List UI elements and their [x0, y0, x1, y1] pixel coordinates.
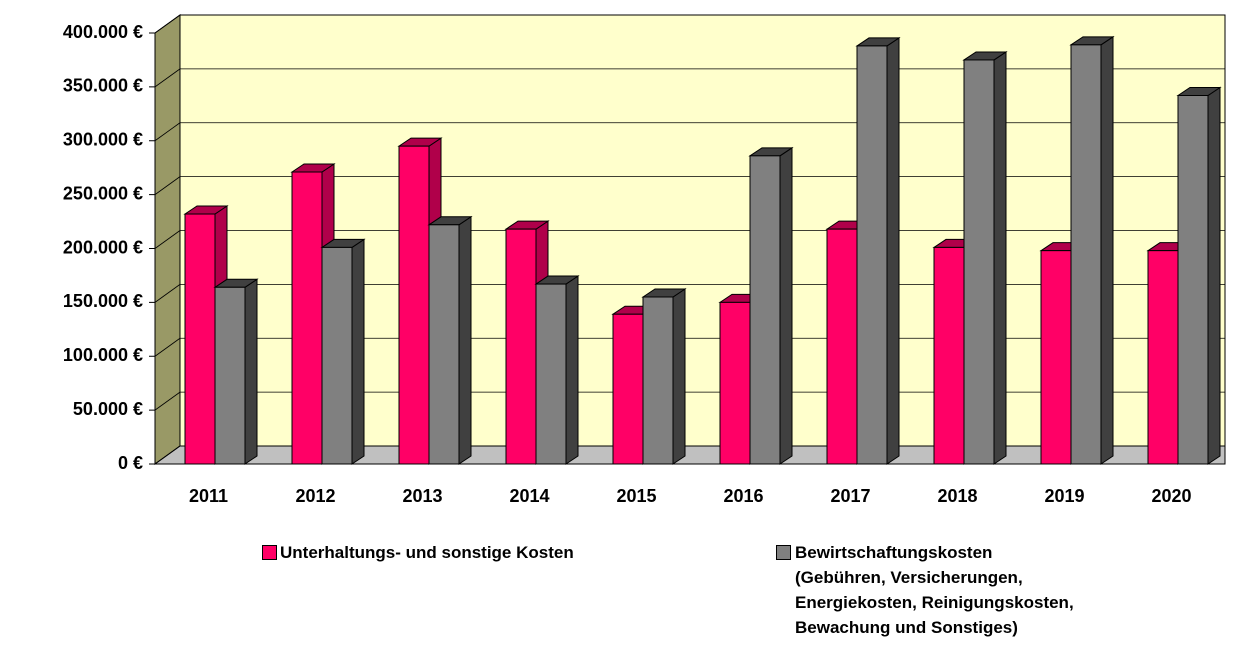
bar	[505, 228, 537, 465]
bar	[321, 246, 353, 465]
bar	[428, 224, 460, 465]
x-tick-label: 2017	[830, 486, 870, 506]
bar-side	[244, 278, 258, 465]
grid-line	[154, 68, 181, 88]
x-tick-label: 2014	[509, 486, 549, 506]
grid-line	[154, 445, 181, 465]
legend-label: Unterhaltungs- und sonstige Kosten	[280, 543, 574, 562]
bar	[963, 59, 995, 465]
bar-side	[1207, 86, 1221, 465]
bar-side	[1100, 35, 1114, 465]
x-tick-label: 2016	[723, 486, 763, 506]
y-tick-label: 150.000 €	[63, 291, 143, 311]
bar-side	[458, 215, 472, 465]
bar	[749, 155, 781, 465]
bar	[184, 213, 216, 465]
grid-line	[154, 14, 181, 34]
y-tick-label: 200.000 €	[63, 237, 143, 257]
bar-side	[565, 275, 579, 465]
bar	[1147, 250, 1179, 465]
y-tick-label: 50.000 €	[73, 399, 143, 419]
x-tick-label: 2013	[402, 486, 442, 506]
bar-side	[672, 288, 686, 465]
bar	[1070, 44, 1102, 465]
bar	[535, 283, 567, 465]
x-tick-label: 2019	[1044, 486, 1084, 506]
bar	[612, 313, 644, 465]
bar	[291, 171, 323, 465]
chart: 0 € 50.000 € 100.000 € 150.000 € 200.000 € 25…	[63, 14, 1226, 506]
legend-label: Bewirtschaftungskosten (Gebühren, Versic…	[795, 543, 1074, 637]
bar-side	[993, 51, 1007, 465]
grid-line	[154, 176, 181, 195]
grid-line	[154, 337, 181, 357]
x-tick-label: 2012	[295, 486, 335, 506]
bar	[642, 296, 674, 465]
legend-swatch	[776, 545, 791, 560]
x-tick-label: 2011	[189, 486, 228, 506]
bar-side	[886, 36, 900, 465]
grid-line	[154, 122, 181, 142]
y-tick-label: 350.000 €	[63, 76, 143, 96]
bar	[1177, 94, 1209, 465]
bar-side	[779, 146, 793, 465]
bar	[1040, 250, 1072, 465]
legend-swatch	[262, 545, 277, 560]
bar-side	[351, 238, 365, 465]
bar	[826, 228, 858, 465]
bar	[214, 286, 246, 465]
bar	[856, 45, 888, 465]
grid-line	[154, 391, 181, 411]
y-tick-label: 300.000 €	[63, 130, 143, 150]
y-tick-label: 250.000 €	[63, 183, 143, 203]
bar	[719, 301, 751, 465]
x-tick-label: 2020	[1151, 486, 1191, 506]
x-tick-label: 2015	[616, 486, 656, 506]
grid-line	[154, 284, 181, 303]
y-tick-label: 100.000 €	[63, 345, 143, 365]
y-tick-label: 400.000 €	[63, 22, 143, 42]
bar	[398, 145, 430, 465]
bar	[933, 246, 965, 465]
y-tick-label: 0 €	[118, 453, 143, 473]
x-tick-label: 2018	[937, 486, 977, 506]
grid-line	[154, 230, 181, 249]
